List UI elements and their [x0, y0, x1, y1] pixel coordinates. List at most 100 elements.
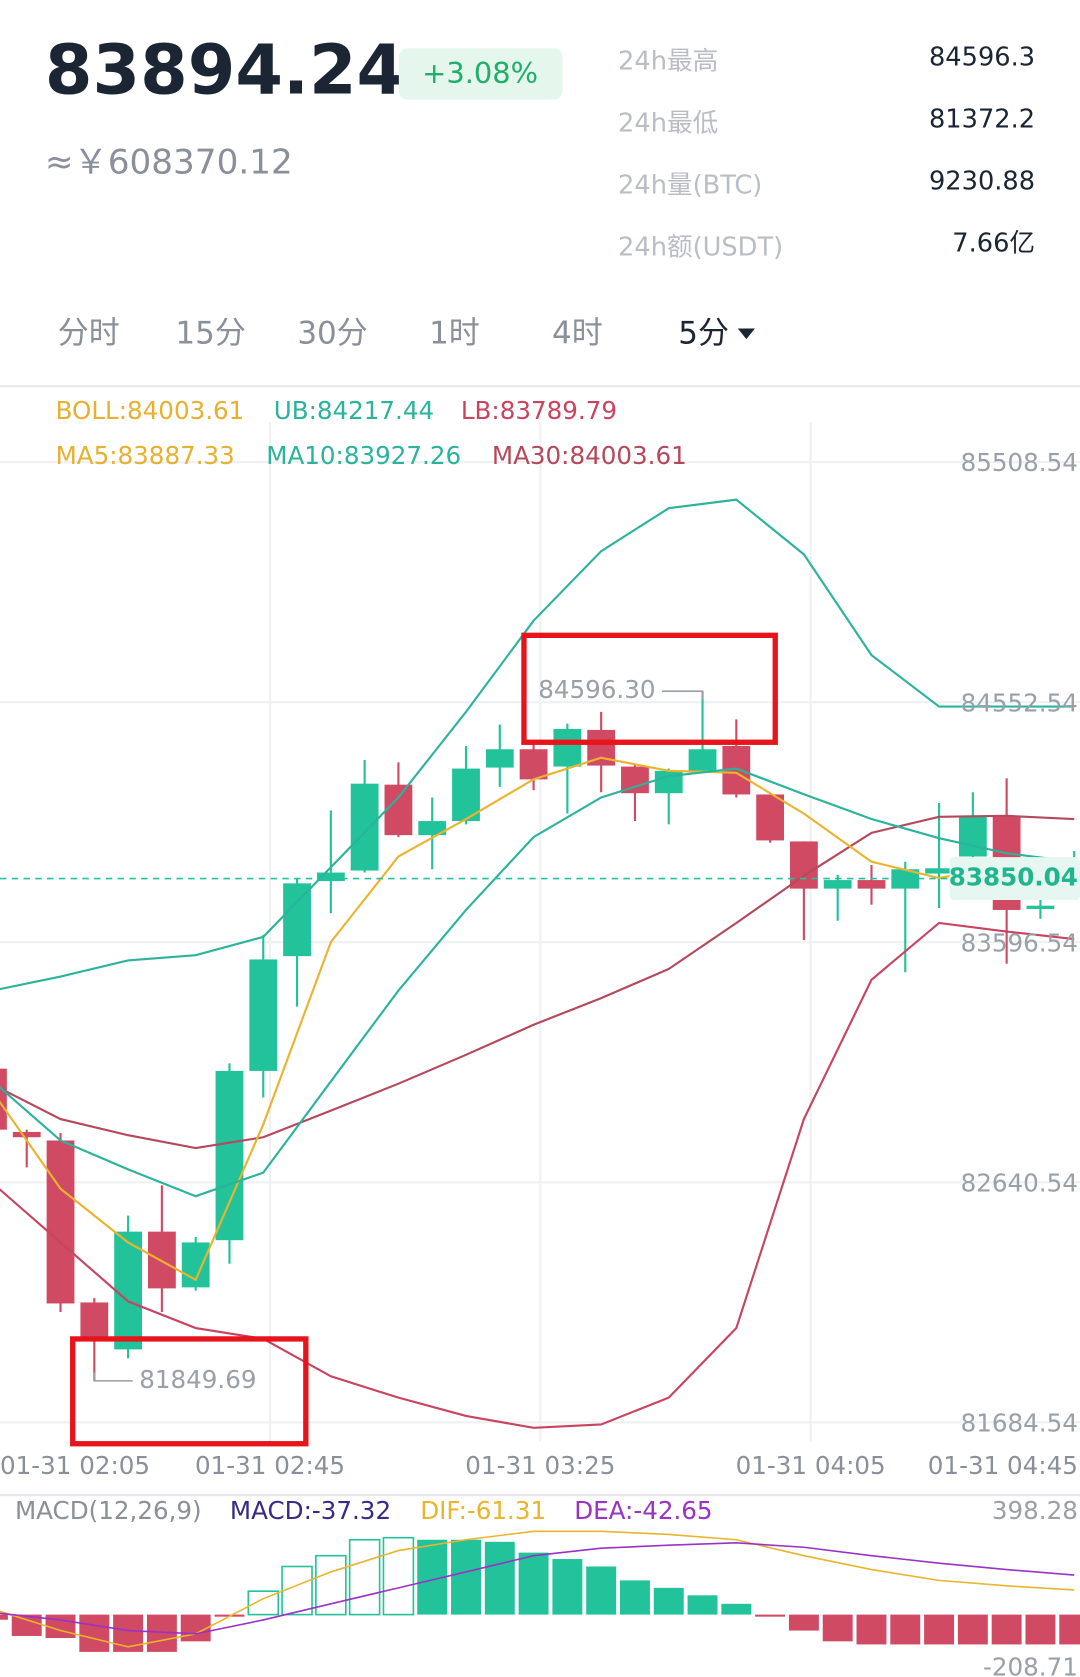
candle-body — [756, 794, 785, 841]
last-price: 83894.24 — [45, 31, 404, 111]
y-tick-label: 81684.54 — [961, 1408, 1078, 1437]
macd-legend: MACD(12,26,9) — [15, 1496, 202, 1525]
candle-body — [485, 749, 514, 768]
annotation-label: 84596.30 — [538, 675, 655, 704]
candle-body — [857, 880, 886, 889]
macd-bar — [822, 1614, 853, 1642]
stat-label: 24h额(USDT) — [618, 233, 783, 263]
last-price-tag — [949, 857, 1080, 900]
candle-body — [688, 749, 717, 771]
highlight-box — [70, 1336, 309, 1447]
x-tick-label: 01-31 02:05 — [0, 1451, 150, 1480]
macd-legend: DIF:-61.31 — [420, 1496, 546, 1525]
candle-body — [790, 841, 818, 889]
macd-bar — [1059, 1614, 1080, 1645]
timeframe-tab[interactable]: 4时 — [552, 315, 603, 351]
macd-bar — [451, 1539, 481, 1615]
timeframe-tab[interactable]: 分时 — [58, 315, 120, 351]
candle-body — [283, 883, 311, 957]
stat-value: 84596.3 — [929, 42, 1035, 72]
indicator-line — [0, 921, 1075, 1429]
macd-tick-label: -208.71 — [983, 1652, 1078, 1677]
macd-bar — [382, 1536, 415, 1616]
macd-bar — [991, 1614, 1022, 1645]
macd-bar — [788, 1614, 819, 1631]
y-tick-label: 82640.54 — [961, 1168, 1078, 1197]
macd-legend: MACD:-37.32 — [230, 1496, 391, 1525]
macd-bar — [79, 1614, 110, 1652]
macd-bar — [687, 1595, 718, 1615]
candle-body — [80, 1302, 109, 1341]
macd-bar — [721, 1603, 752, 1615]
candle-body — [316, 872, 345, 882]
change-pill — [398, 48, 563, 100]
annotation-leader — [661, 690, 704, 700]
macd-bar — [315, 1554, 347, 1616]
macd-bar — [856, 1614, 887, 1645]
macd-bar — [552, 1559, 583, 1615]
x-tick-label: 01-31 02:45 — [195, 1451, 345, 1480]
y-tick-label: 84552.54 — [961, 688, 1078, 717]
timeframe-tab[interactable]: 30分 — [297, 315, 367, 351]
indicator-legend: MA10:83927.26 — [266, 441, 461, 470]
y-tick-label: 85508.54 — [961, 448, 1078, 477]
indicator-line — [0, 756, 1075, 1282]
x-tick-label: 01-31 04:45 — [928, 1451, 1078, 1480]
candle-body — [418, 821, 447, 836]
annotation-label: 81849.69 — [139, 1365, 256, 1394]
timeframe-tab[interactable]: 15分 — [175, 315, 245, 351]
candle-body — [958, 816, 987, 857]
timeframe-tab[interactable]: 1时 — [429, 315, 480, 351]
candle-body — [1026, 905, 1055, 909]
macd-bar — [755, 1614, 786, 1617]
macd-bar — [281, 1565, 313, 1616]
cny-price: ≈￥608370.12 — [45, 142, 293, 182]
macd-bar — [348, 1538, 381, 1616]
macd-bar — [890, 1614, 921, 1645]
x-tick-label: 01-31 03:25 — [465, 1451, 615, 1480]
macd-bar — [653, 1587, 684, 1615]
timeframe-tab[interactable]: 5分 — [678, 315, 729, 351]
macd-line — [0, 1530, 1075, 1648]
candle-body — [891, 869, 920, 889]
macd-legend: DEA:-42.65 — [574, 1496, 712, 1525]
indicator-line — [0, 814, 1075, 1150]
x-tick-label: 01-31 04:05 — [736, 1451, 886, 1480]
highlight-box — [521, 632, 778, 745]
candle-body — [12, 1131, 41, 1138]
candle-body — [519, 749, 548, 780]
candle-body — [553, 728, 582, 767]
indicator-legend: BOLL:84003.61 — [56, 396, 245, 425]
candle-body — [46, 1140, 75, 1304]
candle-body — [384, 784, 413, 836]
last-price-label: 83850.04 — [949, 863, 1078, 892]
macd-bar — [11, 1614, 42, 1636]
macd-bar — [484, 1541, 515, 1615]
indicator-line — [0, 767, 1075, 1198]
macd-bar — [247, 1590, 280, 1616]
macd-bar — [1025, 1614, 1056, 1645]
candle-body — [823, 880, 852, 889]
indicator-legend: LB:83789.79 — [461, 396, 617, 425]
macd-line — [0, 1542, 1075, 1635]
macd-bar — [518, 1552, 549, 1615]
stat-value: 9230.88 — [929, 166, 1035, 196]
candle-body — [350, 783, 379, 871]
indicator-legend: UB:84217.44 — [274, 396, 434, 425]
indicator-line — [0, 498, 1075, 991]
change: +3.08% — [422, 56, 538, 90]
macd-bar — [957, 1614, 988, 1645]
stat-value: 81372.2 — [929, 104, 1035, 134]
macd-bar — [586, 1566, 617, 1615]
dropdown-arrow — [737, 328, 755, 340]
candle-body — [0, 1068, 7, 1130]
stat-value: 7.66亿 — [952, 228, 1035, 258]
stat-label: 24h量(BTC) — [618, 171, 762, 201]
candle-body — [215, 1070, 244, 1241]
macd-bar — [924, 1614, 955, 1645]
macd-bar — [0, 1614, 8, 1620]
annotation-leader — [93, 1372, 133, 1382]
stat-label: 24h最低 — [618, 109, 718, 139]
